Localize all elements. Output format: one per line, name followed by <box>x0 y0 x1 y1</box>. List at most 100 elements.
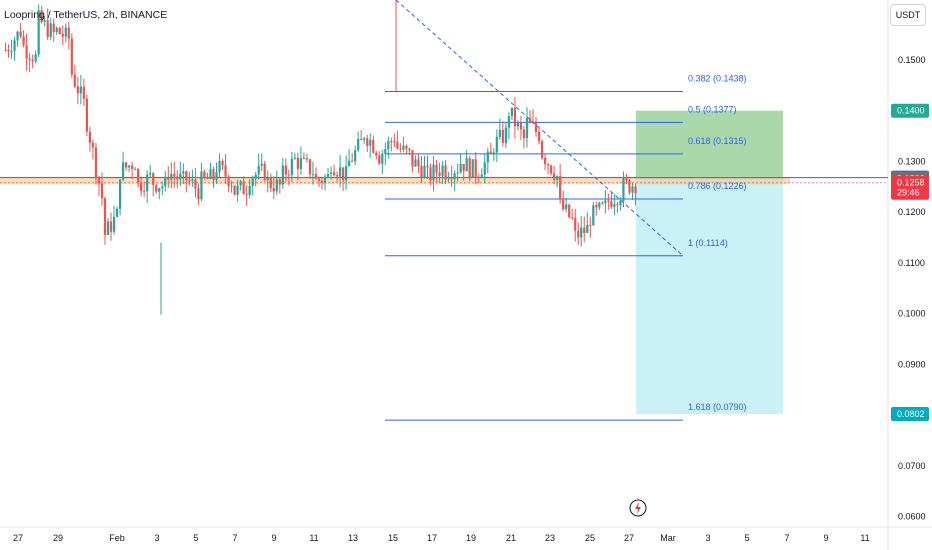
time-tick-label: 7 <box>784 533 789 543</box>
candle-body <box>610 201 613 207</box>
candle-body <box>239 181 242 186</box>
candle-body <box>363 138 366 140</box>
candle-body <box>293 157 296 159</box>
candle-body <box>170 173 173 180</box>
candle-body <box>134 168 137 170</box>
candle-body <box>37 10 40 55</box>
candle-body <box>25 45 28 59</box>
candle-body <box>70 38 73 75</box>
candle-body <box>574 217 577 231</box>
time-tick-label: 13 <box>348 533 358 543</box>
fib-level-label: 0.618 (0.1315) <box>688 136 747 146</box>
candle-body <box>556 176 559 180</box>
candle-body <box>236 185 239 195</box>
candle-body <box>179 173 182 180</box>
price-tick-label: 0.0600 <box>898 511 926 521</box>
price-label-badge <box>891 103 929 118</box>
candle-body <box>191 179 194 181</box>
price-label-badge <box>891 407 929 422</box>
candle-body <box>13 40 16 51</box>
candle-body <box>49 23 52 38</box>
candle-body <box>408 148 411 150</box>
candle-body <box>435 164 438 173</box>
candle-body <box>580 227 583 238</box>
candle-body <box>167 177 170 180</box>
candle-body <box>82 86 85 99</box>
time-tick-label: 17 <box>427 533 437 543</box>
candle-body <box>326 174 330 177</box>
candle-body <box>631 186 634 193</box>
candle-body <box>40 10 43 22</box>
fib-level-label: 0.382 (0.1438) <box>688 73 747 83</box>
candle-body <box>22 36 25 46</box>
candle-body <box>188 180 191 182</box>
candle-body <box>140 182 143 192</box>
candle-body <box>390 140 393 142</box>
candle-body <box>360 138 363 140</box>
candle-body <box>55 28 58 33</box>
candle-body <box>281 165 284 185</box>
candle-body <box>396 141 399 149</box>
candle-body <box>329 172 333 175</box>
price-tick-label: 0.0900 <box>898 359 926 369</box>
candle-body <box>137 168 140 183</box>
candle-body <box>67 27 70 39</box>
candle-body <box>405 145 408 149</box>
candle-body <box>4 49 7 51</box>
candle-body <box>173 173 176 177</box>
candle-body <box>426 165 429 168</box>
time-tick-label: 3 <box>154 533 159 543</box>
candle-body <box>592 205 595 226</box>
candle-body <box>91 142 95 148</box>
candle-body <box>227 176 230 187</box>
candle-body <box>553 173 556 180</box>
candle-body <box>571 217 574 219</box>
candle-body <box>245 194 248 196</box>
candle-body <box>209 169 212 179</box>
fib-level-label: 0.786 (0.1226) <box>688 181 747 191</box>
candle-body <box>534 122 538 132</box>
candle-body <box>480 174 483 177</box>
candle-body <box>242 181 245 195</box>
candle-body <box>127 165 131 168</box>
candle-body <box>399 148 402 150</box>
candle-body <box>507 116 510 128</box>
candle-body <box>302 157 306 159</box>
lightning-icon <box>629 499 647 517</box>
candle-body <box>372 139 375 153</box>
candle-body <box>251 178 254 186</box>
candle-body <box>10 50 13 52</box>
candle-body <box>531 121 535 123</box>
candle-body <box>215 171 218 180</box>
candle-body <box>164 177 167 187</box>
candle-body <box>381 153 384 164</box>
candle-body <box>601 202 604 204</box>
candle-body <box>420 165 423 178</box>
candle-body <box>604 200 607 204</box>
candle-body <box>194 179 197 189</box>
time-tick-label: 11 <box>309 533 318 543</box>
candle-body <box>115 208 119 217</box>
price-label-text: 0.1258 <box>897 178 925 188</box>
fib-level-label: 0.5 (0.1377) <box>688 104 737 114</box>
candle-body <box>79 86 82 94</box>
candle-body <box>338 167 342 177</box>
candle-body <box>465 158 468 172</box>
candle-body <box>628 180 631 193</box>
candle-body <box>471 159 474 178</box>
candle-body <box>586 224 589 233</box>
candle-body <box>447 178 450 180</box>
candle-body <box>417 159 420 166</box>
candle-body <box>320 180 324 184</box>
candle-body <box>537 131 541 142</box>
candle-body <box>155 185 158 192</box>
candle-body <box>88 131 92 143</box>
currency-unit-button[interactable]: USDT <box>890 4 926 26</box>
candle-body <box>97 177 101 184</box>
candle-body <box>342 167 345 181</box>
candle-body <box>73 74 76 87</box>
time-tick-label: 27 <box>624 533 634 543</box>
time-tick-label: 23 <box>545 533 555 543</box>
candle-body <box>7 50 10 52</box>
